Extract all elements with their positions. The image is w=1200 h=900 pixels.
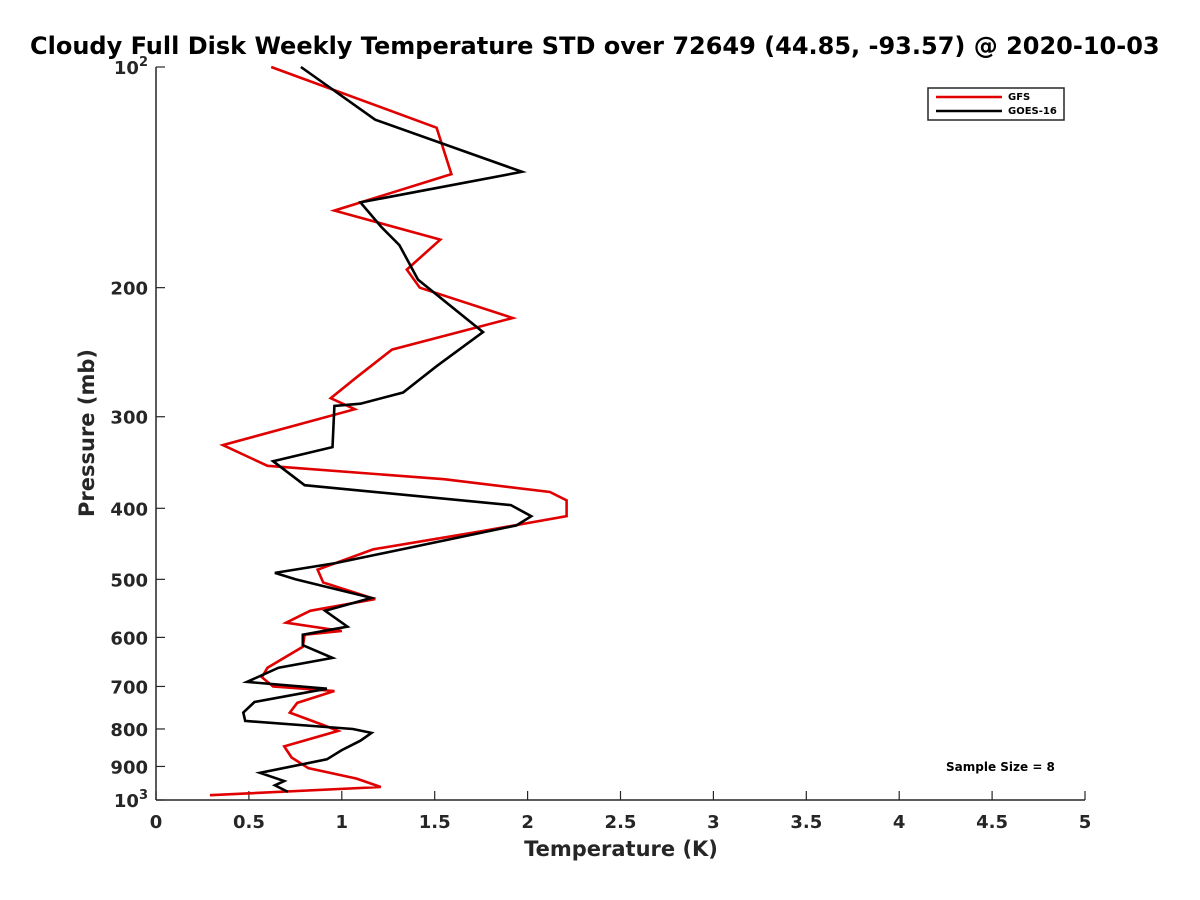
x-tick-label: 2.5 <box>605 812 637 833</box>
x-tick-label: 0.5 <box>233 812 265 833</box>
chart-title: Cloudy Full Disk Weekly Temperature STD … <box>30 32 1160 60</box>
y-tick-label: 900 <box>110 757 148 778</box>
y-tick-label: 500 <box>110 570 148 591</box>
x-tick-label: 1.5 <box>419 812 451 833</box>
x-tick-label: 5 <box>1079 812 1092 833</box>
y-tick-label: 400 <box>110 499 148 520</box>
x-tick-label: 3 <box>707 812 720 833</box>
y-tick-label: 600 <box>110 628 148 649</box>
y-tick-label: 200 <box>110 279 148 300</box>
y-axis-label: Pressure (mb) <box>75 349 99 517</box>
x-tick-label: 2 <box>521 812 534 833</box>
x-tick-label: 4 <box>893 812 906 833</box>
x-tick-label: 1 <box>336 812 349 833</box>
series-line-gfs <box>209 65 568 797</box>
x-tick-label: 3.5 <box>790 812 822 833</box>
series-group <box>209 65 568 797</box>
x-axis-label: Temperature (K) <box>524 837 718 861</box>
y-tick-label: 300 <box>110 408 148 429</box>
series-line-goes16 <box>241 65 534 794</box>
legend-box <box>927 87 1065 121</box>
y-tick-label: 700 <box>110 677 148 698</box>
y-tick-label: 103 <box>114 788 148 812</box>
x-tick-label: 0 <box>150 812 163 833</box>
x-tick-label: 4.5 <box>976 812 1008 833</box>
sample-size-annotation: Sample Size = 8 <box>946 760 1055 774</box>
legend-label-gfs: GFS <box>1008 92 1030 103</box>
axes: 0 0.5 1 1.5 2 2.5 3 3.5 4 4.5 5 102 200 300 400 500 600 7… <box>110 55 1091 833</box>
y-tick-label: 800 <box>110 720 148 741</box>
legend: GFS GOES-16 <box>927 87 1065 121</box>
y-tick-label: 102 <box>114 55 148 79</box>
legend-label-goes16: GOES-16 <box>1008 106 1057 117</box>
